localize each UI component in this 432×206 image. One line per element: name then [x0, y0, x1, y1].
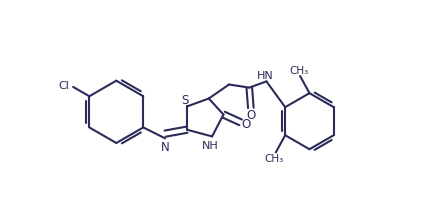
Text: N: N	[161, 140, 169, 153]
Text: Cl: Cl	[58, 81, 70, 91]
Text: HN: HN	[257, 70, 273, 80]
Text: O: O	[241, 118, 251, 131]
Text: CH₃: CH₃	[289, 66, 308, 76]
Text: S: S	[182, 94, 189, 107]
Text: O: O	[247, 108, 256, 121]
Text: NH: NH	[202, 140, 219, 150]
Text: CH₃: CH₃	[265, 153, 284, 163]
